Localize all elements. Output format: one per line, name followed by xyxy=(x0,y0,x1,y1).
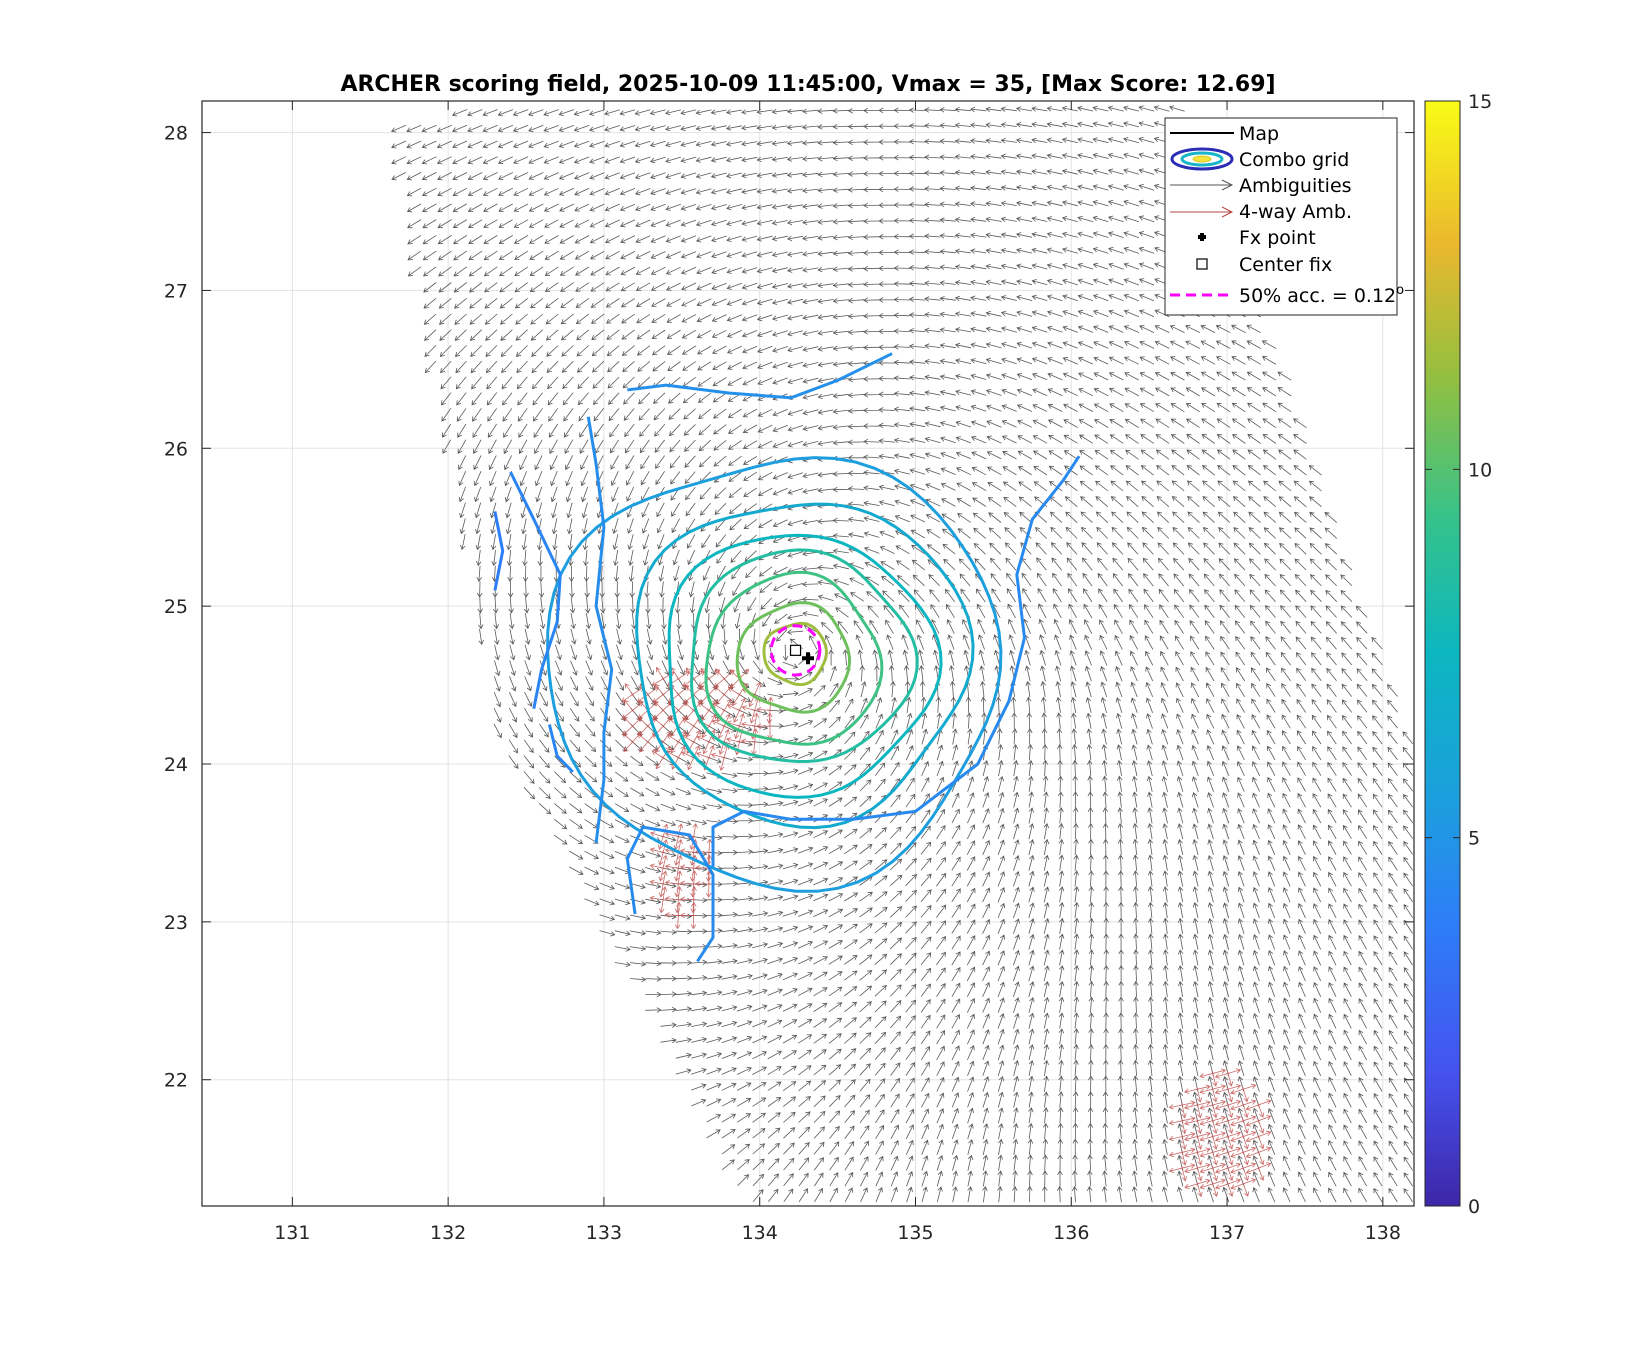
plot-border xyxy=(201,100,1415,1207)
accuracy-circle xyxy=(769,624,822,677)
legend-combo-ellipse-outer xyxy=(1170,147,1234,171)
x-tick-label: 136 xyxy=(1053,1222,1089,1244)
contour-line xyxy=(493,511,505,591)
legend-accuracy-label: 50% acc. = 0.12o xyxy=(1239,283,1404,307)
four-way-ambiguity-arrows xyxy=(621,666,1272,1198)
legend-center-square-icon xyxy=(1196,258,1208,270)
contour-line xyxy=(547,724,574,773)
center-fix-marker xyxy=(789,644,802,656)
x-tick-label: 131 xyxy=(274,1222,310,1244)
legend-map: Map xyxy=(1170,123,1279,145)
legend-fx-point: Fx point xyxy=(1198,227,1316,249)
contour-ring xyxy=(635,502,975,830)
contour-ring xyxy=(667,533,943,799)
fix-markers xyxy=(769,624,822,677)
fx-point-marker xyxy=(802,652,814,665)
legend-map-label: Map xyxy=(1239,123,1279,145)
legend-box xyxy=(1164,117,1398,316)
x-tick-label: 137 xyxy=(1209,1222,1245,1244)
contour-ring xyxy=(762,621,828,687)
colorbar-ticks: 0 5 10 15 xyxy=(1425,91,1492,1218)
colorbar: 0 5 10 15 xyxy=(1424,91,1492,1218)
legend-fx-point-label: Fx point xyxy=(1239,227,1316,249)
contour-ring xyxy=(704,570,884,746)
colorbar-tick-label: 10 xyxy=(1468,459,1492,481)
x-tick-label: 138 xyxy=(1365,1222,1401,1244)
y-tick-label: 23 xyxy=(164,912,188,934)
legend-accuracy: 50% acc. = 0.12o xyxy=(1170,283,1404,307)
colorbar-tick-label: 0 xyxy=(1468,1196,1480,1218)
colorbar-gradient xyxy=(1424,100,1461,1207)
legend-combo-grid-label: Combo grid xyxy=(1239,149,1349,171)
x-tick-label: 133 xyxy=(586,1222,622,1244)
wind-ambiguity-arrows xyxy=(390,105,1414,1203)
legend-four-way: 4-way Amb. xyxy=(1170,201,1352,223)
score-contours xyxy=(493,352,1081,963)
legend-accuracy-text: 50% acc. = 0.12 xyxy=(1239,285,1396,307)
legend-four-way-arrowhead xyxy=(1221,206,1234,218)
axis-ticks: 131 132 133 134 135 136 137 138 22 23 24 25 26 27 28 xyxy=(164,101,1414,1244)
x-tick-label: 135 xyxy=(897,1222,933,1244)
legend-fx-plus-icon xyxy=(1198,233,1206,241)
y-tick-label: 24 xyxy=(164,754,188,776)
y-tick-label: 27 xyxy=(164,280,188,302)
contour-line xyxy=(509,471,562,709)
contour-ring xyxy=(735,601,851,714)
y-tick-label: 22 xyxy=(164,1070,188,1092)
colorbar-tick-label: 5 xyxy=(1468,828,1480,850)
contour-line xyxy=(586,416,614,844)
y-tick-label: 26 xyxy=(164,438,188,460)
x-tick-label: 132 xyxy=(430,1222,466,1244)
legend-center-fix: Center fix xyxy=(1196,254,1332,276)
contour-line xyxy=(627,352,893,400)
y-tick-label: 28 xyxy=(164,123,188,145)
legend-ambiguity-arrowhead xyxy=(1221,179,1234,191)
legend-center-fix-label: Center fix xyxy=(1239,254,1332,276)
legend-combo-ellipse-inner xyxy=(1192,155,1212,163)
contour-ring xyxy=(546,456,1003,893)
legend-combo-ellipse-mid xyxy=(1180,151,1224,167)
colorbar-tick-label: 15 xyxy=(1468,91,1492,113)
legend-four-way-label: 4-way Amb. xyxy=(1239,201,1352,223)
contour-line xyxy=(711,455,1081,867)
contour-ring xyxy=(690,548,919,764)
legend-combo-grid: Combo grid xyxy=(1170,147,1349,171)
legend-accuracy-degree: o xyxy=(1396,283,1404,298)
y-tick-label: 25 xyxy=(164,596,188,618)
chart-title: ARCHER scoring field, 2025-10-09 11:45:0… xyxy=(340,72,1275,97)
legend-ambiguities-label: Ambiguities xyxy=(1239,175,1352,197)
x-tick-label: 134 xyxy=(742,1222,778,1244)
legend-ambiguities: Ambiguities xyxy=(1170,175,1352,197)
contour-line xyxy=(625,825,715,963)
legend: Map Combo grid Ambiguities 4-way Amb. Fx… xyxy=(1164,117,1404,316)
